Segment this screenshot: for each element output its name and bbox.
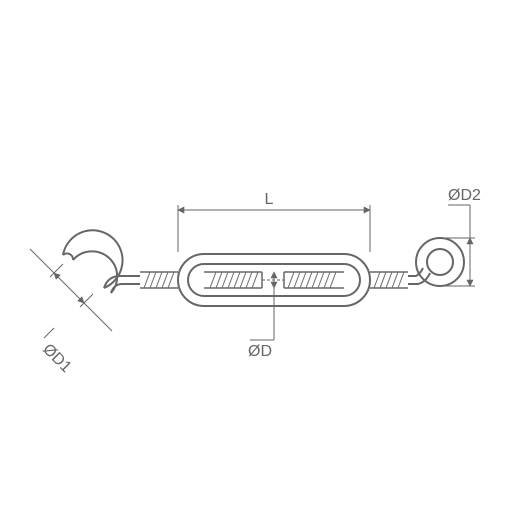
inner-thread-left-hatch bbox=[210, 272, 258, 288]
dimension-l bbox=[178, 205, 370, 252]
label-d1: ØD1 bbox=[39, 341, 74, 376]
outer-thread-left bbox=[140, 272, 178, 288]
label-d: ØD bbox=[248, 343, 272, 360]
label-d2: ØD2 bbox=[448, 187, 481, 204]
turnbuckle-diagram: L ØD ØD1 ØD2 bbox=[0, 0, 524, 524]
eye bbox=[408, 238, 464, 286]
dimension-d1 bbox=[30, 249, 112, 331]
inner-thread-right-hatch bbox=[288, 272, 336, 288]
outer-thread-right bbox=[370, 272, 408, 288]
hook bbox=[63, 230, 140, 293]
label-l: L bbox=[265, 191, 274, 208]
